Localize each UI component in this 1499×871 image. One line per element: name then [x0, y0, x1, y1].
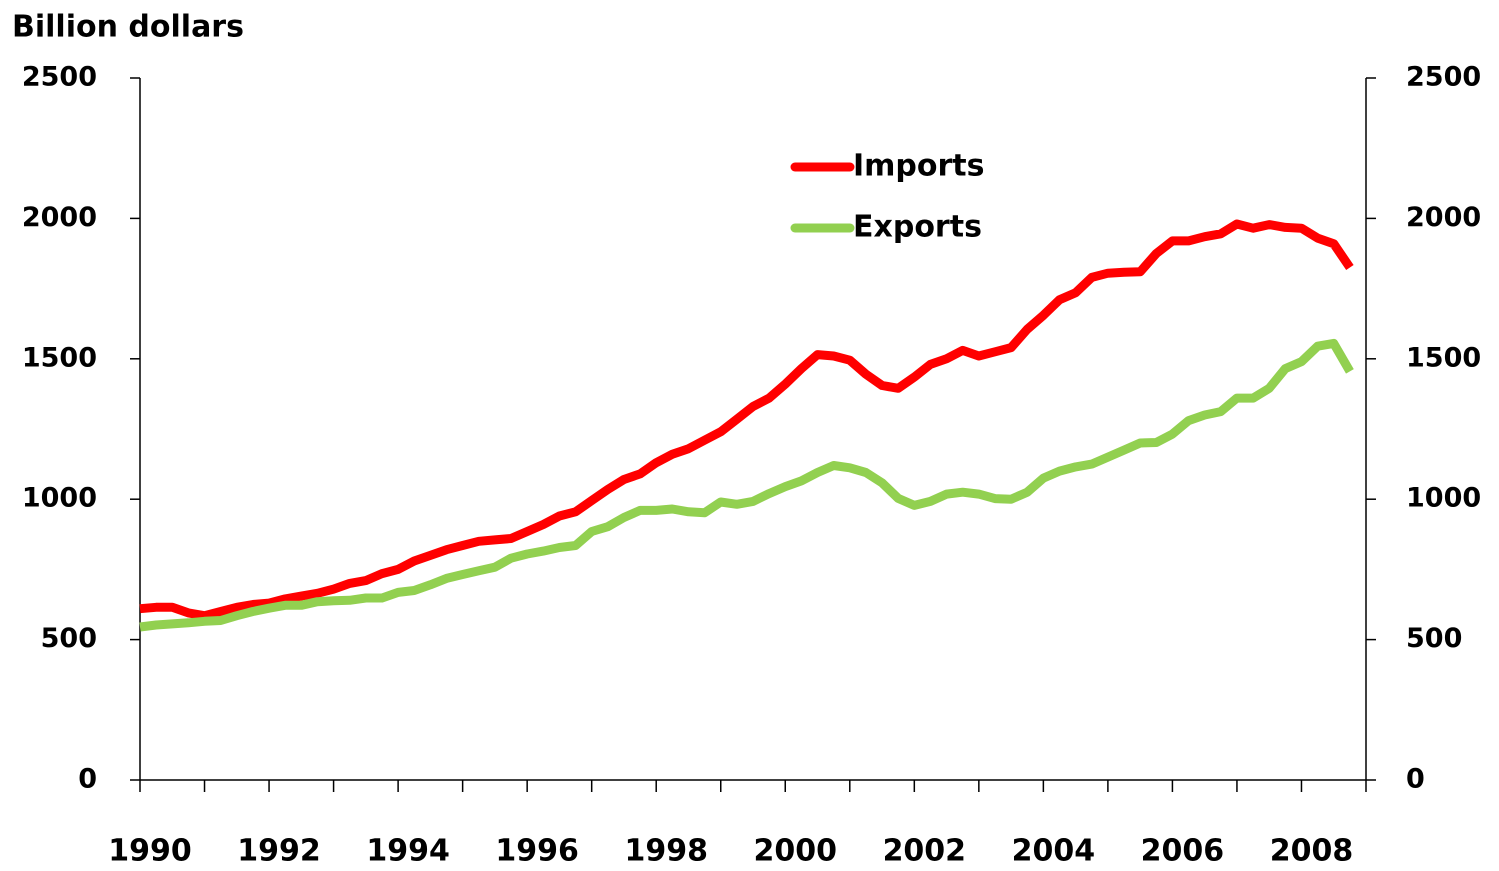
legend-label: Imports [853, 149, 985, 184]
x-tick-label: 2008 [1270, 834, 1354, 869]
y2-tick-label: 2500 [1406, 62, 1481, 93]
x-tick-label: 2002 [883, 834, 967, 869]
legend-label: Exports [853, 210, 982, 245]
y-tick-label: 1500 [22, 342, 97, 373]
x-tick-label: 1990 [108, 834, 192, 869]
x-tick-label: 1996 [495, 834, 579, 869]
x-tick-label: 1994 [366, 834, 450, 869]
y-tick-label: 2000 [22, 202, 97, 233]
x-tick-label: 2000 [754, 834, 838, 869]
y-tick-label: 1000 [22, 483, 97, 514]
y2-tick-label: 2000 [1406, 202, 1481, 233]
series-line [139, 338, 1354, 632]
x-tick-label: 1998 [624, 834, 708, 869]
x-tick-label: 2004 [1012, 834, 1096, 869]
y2-tick-label: 1500 [1406, 342, 1481, 373]
y2-tick-label: 1000 [1406, 483, 1481, 514]
y-tick-label: 0 [78, 764, 97, 795]
series-line [139, 219, 1354, 621]
x-tick-label: 1992 [237, 834, 321, 869]
y2-tick-label: 0 [1406, 764, 1425, 795]
y-tick-label: 500 [41, 623, 97, 654]
y-axis-title: Billion dollars [12, 10, 244, 45]
x-tick-label: 2006 [1141, 834, 1225, 869]
y-tick-label: 2500 [22, 62, 97, 93]
y2-tick-label: 500 [1406, 623, 1462, 654]
